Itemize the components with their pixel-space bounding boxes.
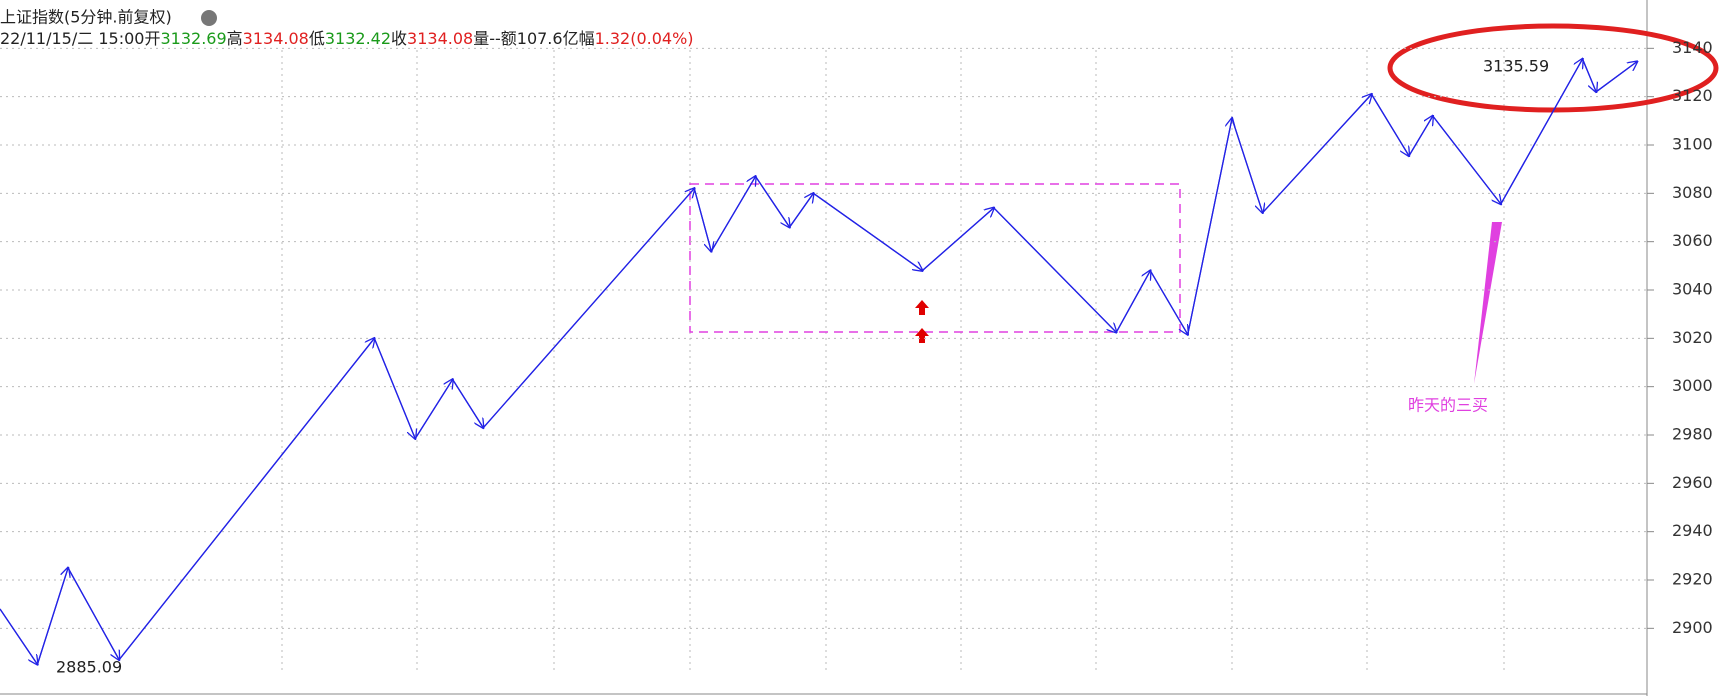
- low-label: 2885.09: [56, 658, 122, 677]
- info-text: 22/11/15/二 15:00开3132.69高3134.08低3132.42…: [0, 29, 694, 48]
- stroke-arrow: [373, 338, 415, 438]
- stroke-arrow: [1432, 115, 1501, 204]
- stroke-arrow: [1595, 62, 1637, 93]
- info-value: 3132.69: [160, 29, 226, 48]
- stroke-arrow: [789, 193, 814, 228]
- y-tick-label: 2960: [1672, 473, 1713, 492]
- y-tick-label: 3100: [1672, 135, 1713, 154]
- info-label: 低: [309, 29, 325, 48]
- y-tick-label: 3080: [1672, 183, 1713, 202]
- stroke-arrow: [693, 188, 711, 252]
- up-arrows: [915, 300, 929, 343]
- y-tick-label: 2900: [1672, 618, 1713, 637]
- stroke-arrow: [1500, 59, 1583, 205]
- stroke-arrow: [452, 379, 484, 427]
- high-label: 3135.59: [1483, 57, 1549, 76]
- y-tick-label: 3000: [1672, 376, 1713, 395]
- info-label: 幅: [579, 29, 595, 48]
- stroke-arrow: [36, 568, 68, 665]
- stroke-arrow: [414, 379, 452, 439]
- note: 昨天的三买: [1408, 396, 1488, 415]
- y-tick-label: 3140: [1672, 38, 1713, 57]
- stroke-arrow: [1187, 118, 1232, 335]
- pivot-box: [689, 183, 1181, 333]
- menu-icon[interactable]: [201, 10, 217, 26]
- stroke-arrow: [482, 189, 694, 429]
- stroke-arrow: [1149, 270, 1187, 335]
- highlight-ellipse: [1387, 23, 1719, 113]
- info-value: 3134.08: [407, 29, 473, 48]
- y-tick-label: 2940: [1672, 521, 1713, 540]
- y-tick-label: 2920: [1672, 570, 1713, 589]
- info-line: 22/11/15/二 15:00开3132.69高3134.08低3132.42…: [0, 29, 694, 48]
- stroke-arrow: [754, 176, 790, 227]
- date: 22/11/15/二 15:00: [0, 29, 144, 48]
- info-value: 3132.42: [325, 29, 391, 48]
- y-tick-label: 3040: [1672, 280, 1713, 299]
- info-label: 量--: [473, 29, 501, 48]
- stroke-arrow: [67, 567, 119, 660]
- stroke-arrow: [118, 338, 374, 661]
- info-value: 1.32(0.04%): [595, 29, 694, 48]
- stroke-arrow: [993, 207, 1117, 332]
- stroke-arrow: [0, 608, 37, 664]
- stroke-arrow: [813, 192, 922, 270]
- stroke-arrow: [1231, 118, 1263, 212]
- stroke-arrow: [1115, 271, 1150, 333]
- stroke-arrow: [1262, 94, 1372, 214]
- info-label: 高: [227, 29, 243, 48]
- stroke-arrow: [921, 208, 993, 272]
- y-tick-label: 2980: [1672, 425, 1713, 444]
- stroke-arrow: [1581, 58, 1597, 92]
- title: 上证指数(5分钟.前复权): [0, 8, 172, 27]
- vertical-grid: [281, 50, 1505, 672]
- y-tick-label: 3020: [1672, 328, 1713, 347]
- info-label: 开: [144, 29, 160, 48]
- note-arrow: [1474, 222, 1502, 384]
- info-value: 3134.08: [243, 29, 309, 48]
- info-label: 额107.6亿: [501, 29, 579, 48]
- y-tick-label: 3060: [1672, 231, 1713, 250]
- stroke-arrow: [1408, 116, 1433, 157]
- stroke-arrow: [1370, 93, 1409, 156]
- stroke-arrow: [710, 176, 755, 252]
- info-label: 收: [391, 29, 407, 48]
- y-tick-label: 3120: [1672, 86, 1713, 105]
- zigzag-line: [0, 57, 1638, 666]
